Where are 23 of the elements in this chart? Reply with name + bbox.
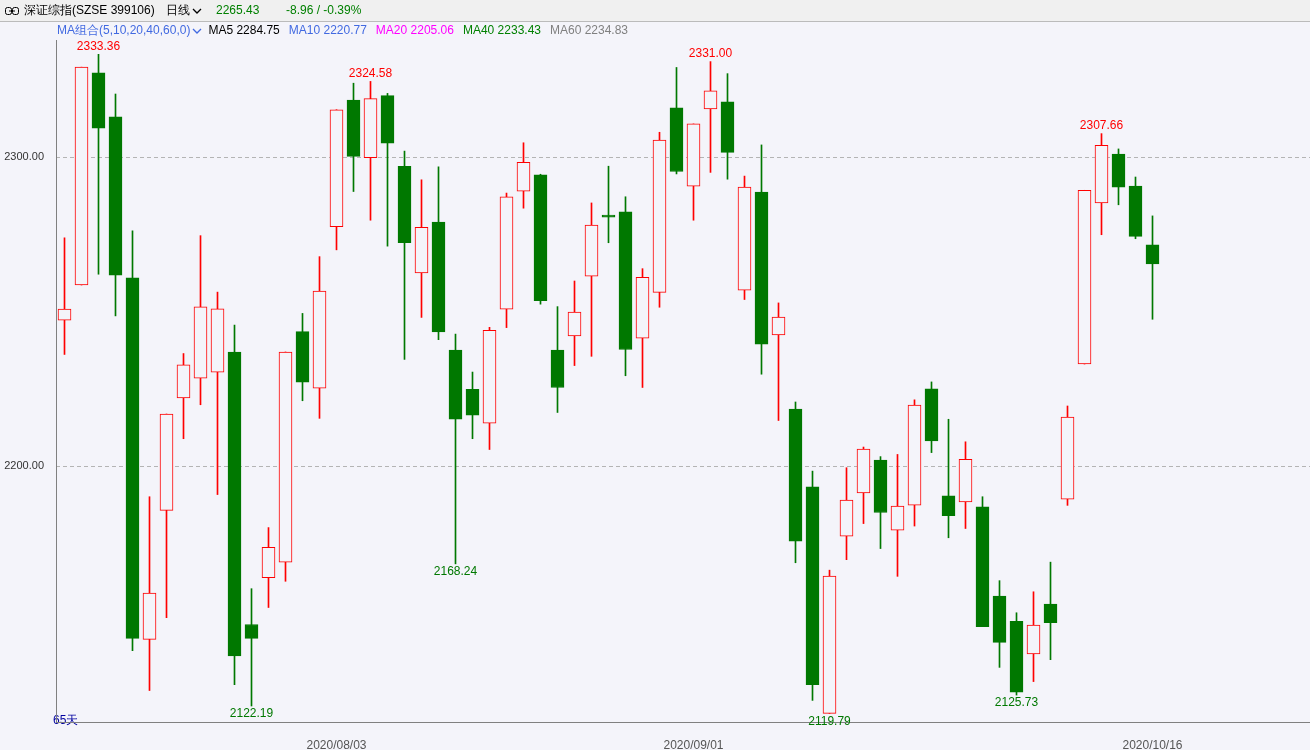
text: MA组合(5,10,20,40,60,0): [57, 23, 191, 37]
y-tick-label: 2200.00: [4, 458, 44, 471]
text: MA10 2220.77: [288, 23, 367, 37]
annotation: 2324.58: [348, 65, 393, 80]
chart-title: 深证综指(SZSE 399106): [24, 2, 155, 19]
text: MA5 2284.75: [208, 23, 280, 37]
text: MA20 2205.06: [375, 23, 454, 37]
chart-subtitle: 日线: [166, 2, 190, 19]
x-tick-label: 2020/09/01: [663, 737, 724, 750]
x-tick-label: 2020/08/03: [306, 737, 367, 750]
y-tick-label: 2300.00: [4, 150, 44, 163]
annotation: 2125.73: [994, 695, 1039, 710]
text: 2265.43: [216, 2, 260, 19]
annotation: 2307.66: [1079, 117, 1124, 132]
x-tick-label: 2020/10/16: [1122, 737, 1183, 750]
annotation: 2119.79: [808, 713, 852, 728]
annotation: 2333.36: [76, 38, 121, 53]
text: MA60 2234.83: [549, 23, 629, 37]
annotation: 2331.00: [688, 45, 733, 60]
text: MA40 2233.43: [462, 23, 541, 37]
text: -8.96 / -0.39%: [286, 2, 362, 19]
annotation: 2122.19: [229, 706, 274, 721]
annotation: 2168.24: [433, 564, 478, 579]
